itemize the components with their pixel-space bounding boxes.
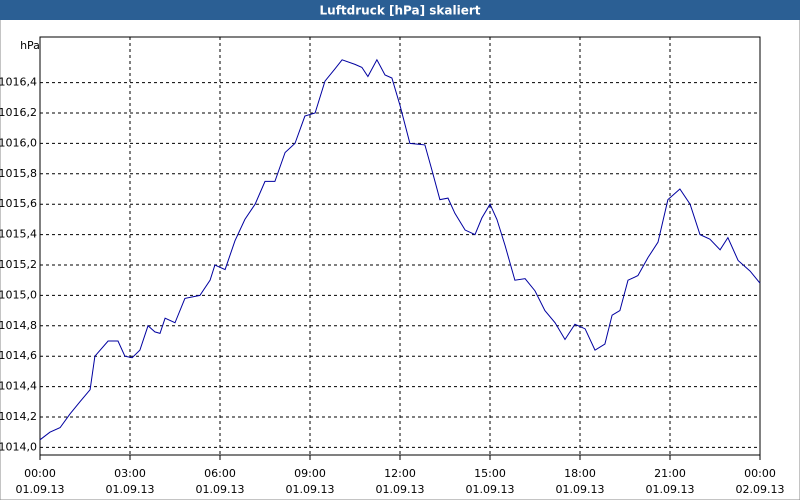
y-tick-label: 1016,0: [0, 136, 37, 149]
x-tick-label: 01.09.13: [646, 483, 695, 496]
x-tick-label: 03:00: [114, 467, 146, 480]
x-tick-label: 01.09.13: [16, 483, 65, 496]
x-tick-label: 02.09.13: [736, 483, 785, 496]
y-tick-label: 1014,8: [0, 319, 37, 332]
y-tick-label: 1015,4: [0, 228, 37, 241]
x-tick-label: 15:00: [474, 467, 506, 480]
y-tick-label: 1015,2: [0, 258, 37, 271]
x-tick-label: 01.09.13: [376, 483, 425, 496]
x-tick-label: 01.09.13: [196, 483, 245, 496]
x-tick-label: 09:00: [294, 467, 326, 480]
data-line: [39, 58, 761, 441]
x-tick-label: 00:00: [24, 467, 56, 480]
x-tick-label: 18:00: [564, 467, 596, 480]
x-tick-label: 01.09.13: [286, 483, 335, 496]
y-tick-label: 1014,6: [0, 349, 37, 362]
y-tick-label: 1015,6: [0, 197, 37, 210]
x-tick-label: 12:00: [384, 467, 416, 480]
x-tick-label: 01.09.13: [556, 483, 605, 496]
x-tick-label: 21:00: [654, 467, 686, 480]
y-tick-label: 1014,2: [0, 410, 37, 423]
y-tick-label: 1014,4: [0, 380, 37, 393]
y-tick-label: 1016,2: [0, 106, 37, 119]
x-tick-label: 00:00: [744, 467, 776, 480]
chart-title: Luftdruck [hPa] skaliert: [320, 4, 481, 18]
y-tick-label: 1014,0: [0, 440, 37, 453]
y-tick-label: 1015,8: [0, 167, 37, 180]
y-tick-label: 1016,4: [0, 76, 37, 89]
x-tick-label: 01.09.13: [106, 483, 155, 496]
y-axis-label: hPa: [20, 39, 40, 52]
title-bar: [0, 0, 800, 20]
x-tick-label: 06:00: [204, 467, 236, 480]
y-tick-label: 1015,0: [0, 288, 37, 301]
x-tick-label: 01.09.13: [466, 483, 515, 496]
